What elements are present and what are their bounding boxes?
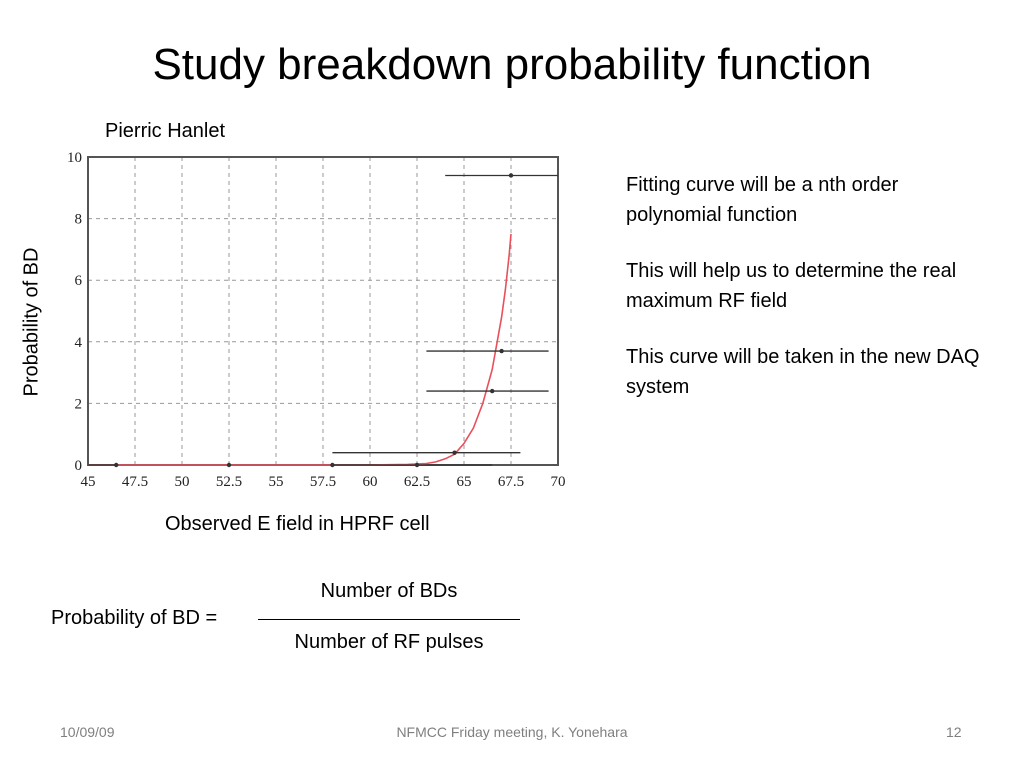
formula-numerator: Number of BDs — [320, 580, 458, 602]
x-tick-label: 55 — [269, 474, 284, 490]
y-tick-label: 4 — [75, 335, 83, 351]
y-axis-label: Probability of BD — [20, 247, 43, 397]
y-tick-label: 8 — [75, 212, 83, 228]
formula-denominator: Number of RF pulses — [294, 631, 484, 653]
y-tick-label: 0 — [75, 458, 83, 474]
chart-author: Pierric Hanlet — [105, 120, 226, 142]
bullet-list: Fitting curve will be a nth order polyno… — [626, 170, 996, 428]
footer-date: 10/09/09 — [60, 724, 115, 740]
x-tick-label: 60 — [363, 474, 378, 490]
fraction-bar — [258, 619, 520, 620]
data-point — [114, 462, 119, 468]
x-tick-label: 65 — [457, 474, 472, 490]
x-tick-label: 45 — [81, 474, 96, 490]
x-tick-label: 52.5 — [216, 474, 242, 490]
data-point — [499, 348, 504, 354]
data-point — [508, 173, 514, 178]
footer-meeting: NFMCC Friday meeting, K. Yonehara — [396, 724, 628, 740]
breakdown-probability-chart: 45 47.5 50 52.5 55 57.5 60 62.5 65 67.5 70 0 2 4 6 8 10 — [67, 150, 566, 490]
y-tick-label: 10 — [67, 150, 82, 166]
fit-curve — [88, 233, 512, 466]
x-tick-label: 50 — [175, 474, 190, 490]
footer-page-number: 12 — [946, 724, 962, 740]
y-tick-label: 6 — [75, 273, 83, 289]
formula-lhs: Probability of BD = — [51, 607, 218, 629]
y-tick-label: 2 — [75, 396, 83, 412]
x-axis-label: Observed E field in HPRF cell — [165, 513, 430, 535]
data-point — [226, 462, 232, 468]
x-tick-label: 67.5 — [498, 474, 524, 490]
data-point — [490, 388, 495, 394]
slide-title: Study breakdown probability function — [152, 40, 872, 89]
x-tick-label: 62.5 — [404, 474, 430, 490]
x-tick-label: 57.5 — [310, 474, 336, 490]
bullet-item: This curve will be taken in the new DAQ … — [626, 346, 980, 398]
data-point — [452, 450, 457, 455]
bullet-item: Fitting curve will be a nth order polyno… — [626, 174, 899, 226]
bullet-item: This will help us to determine the real … — [626, 260, 957, 312]
data-point — [330, 462, 335, 468]
x-tick-label: 70 — [551, 474, 566, 490]
data-point — [414, 462, 420, 468]
x-tick-label: 47.5 — [122, 474, 148, 490]
